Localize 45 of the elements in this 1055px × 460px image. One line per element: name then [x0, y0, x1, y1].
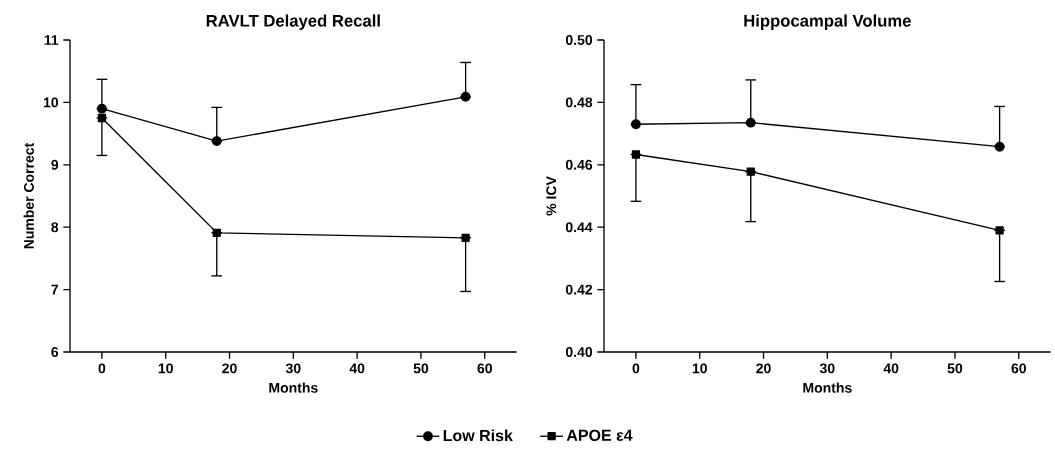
y-tick-label: 9	[51, 159, 59, 170]
y-tick-label: 0.48	[565, 97, 593, 108]
x-tick-label: 60	[1011, 363, 1026, 374]
y-tick-label: 10	[43, 97, 59, 108]
point	[630, 119, 641, 130]
x-axis-title: Months	[269, 382, 318, 393]
y-tick-label: 0.40	[565, 347, 593, 357]
x-tick-label: 20	[222, 363, 237, 374]
y-tick-label: 0.44	[565, 222, 593, 233]
chart-title: Hippocampal Volume	[744, 14, 911, 30]
y-tick-label: 8	[51, 222, 59, 233]
x-tick-label: 50	[413, 363, 429, 374]
y-tick-label: 6	[51, 347, 59, 357]
legend-label: APOE ε4	[566, 429, 633, 441]
x-tick-label: 50	[947, 363, 963, 374]
y-axis-title: % ICV	[546, 176, 557, 216]
point	[461, 233, 470, 242]
x-tick-label: 30	[285, 363, 301, 374]
x-tick-label: 10	[692, 363, 707, 374]
x-tick-label: 60	[477, 363, 492, 374]
x-tick-label: 40	[349, 363, 365, 374]
y-tick-label: 11	[44, 35, 59, 45]
point	[995, 226, 1004, 235]
legend-label: Low Risk	[443, 429, 513, 442]
point	[96, 103, 107, 114]
x-tick-label: 0	[632, 363, 640, 374]
point	[97, 113, 107, 123]
y-tick-label: 0.42	[565, 284, 593, 295]
x-tick-label: 40	[883, 363, 899, 374]
y-axis-title: Number Correct	[23, 142, 34, 249]
y-tick-label: 7	[51, 284, 59, 295]
y-tick-label: 0.50	[565, 35, 593, 45]
point	[994, 141, 1005, 152]
point	[212, 228, 221, 237]
x-tick-label: 10	[158, 363, 173, 374]
x-tick-label: 20	[756, 363, 771, 374]
point	[211, 136, 222, 147]
x-tick-label: 0	[98, 363, 106, 374]
point	[746, 167, 755, 176]
x-tick-label: 30	[819, 363, 835, 374]
y-tick-label: 0.46	[565, 159, 593, 170]
point	[745, 117, 756, 128]
point	[460, 91, 471, 102]
chart-title: RAVLT Delayed Recall	[206, 14, 380, 30]
x-axis-title: Months	[803, 382, 852, 393]
